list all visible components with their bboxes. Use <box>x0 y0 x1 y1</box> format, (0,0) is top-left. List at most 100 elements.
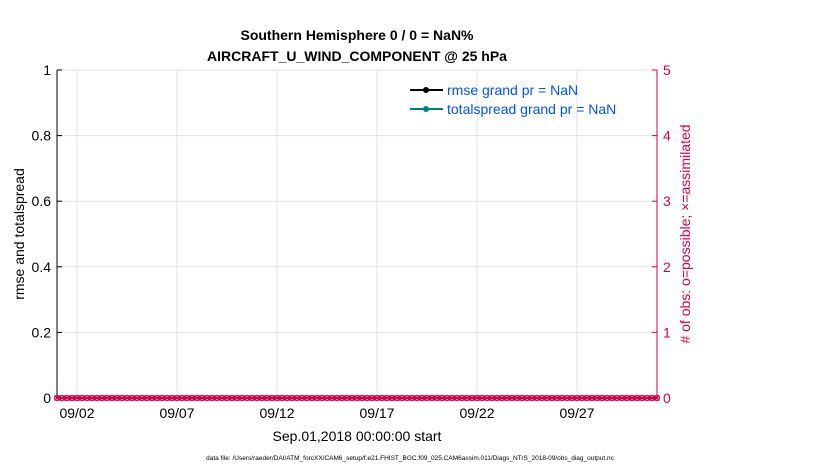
obs-assimilated-marker <box>404 395 410 401</box>
obs-assimilated-marker <box>189 395 195 401</box>
obs-assimilated-marker <box>584 395 590 401</box>
obs-assimilated-marker <box>234 395 240 401</box>
obs-assimilated-marker <box>354 395 360 401</box>
obs-assimilated-marker <box>509 395 515 401</box>
x-axis-label: Sep.01,2018 00:00:00 start <box>273 428 442 444</box>
legend-label-rmse: rmse grand pr = NaN <box>447 82 578 98</box>
obs-assimilated-marker <box>654 395 660 401</box>
x-tick-label: 09/17 <box>359 405 394 421</box>
obs-assimilated-marker <box>59 395 65 401</box>
obs-assimilated-marker <box>479 395 485 401</box>
obs-assimilated-marker <box>104 395 110 401</box>
obs-assimilated-marker <box>529 395 535 401</box>
obs-assimilated-marker <box>439 395 445 401</box>
obs-assimilated-marker <box>379 395 385 401</box>
grid <box>57 69 657 398</box>
obs-assimilated-marker <box>134 395 140 401</box>
x-tick-label: 09/12 <box>259 405 294 421</box>
plot-area <box>57 70 657 398</box>
obs-assimilated-marker <box>119 395 125 401</box>
x-tick-label: 09/22 <box>459 405 494 421</box>
obs-assimilated-marker <box>154 395 160 401</box>
obs-assimilated-marker <box>89 395 95 401</box>
obs-assimilated-marker <box>249 395 255 401</box>
obs-assimilated-marker <box>594 395 600 401</box>
legend: rmse grand pr = NaN totalspread grand pr… <box>410 82 616 117</box>
obs-assimilated-marker <box>204 395 210 401</box>
obs-assimilated-marker <box>244 395 250 401</box>
obs-assimilated-marker <box>484 395 490 401</box>
obs-assimilated-marker <box>99 395 105 401</box>
obs-assimilated-marker <box>304 395 310 401</box>
obs-assimilated-marker <box>544 395 550 401</box>
y-tick-label: 0.2 <box>32 324 52 340</box>
obs-assimilated-marker <box>519 395 525 401</box>
obs-assimilated-marker <box>649 395 655 401</box>
obs-assimilated-marker <box>454 395 460 401</box>
obs-assimilated-marker <box>459 395 465 401</box>
obs-assimilated-marker <box>94 395 100 401</box>
obs-assimilated-marker <box>604 395 610 401</box>
obs-assimilated-marker <box>149 395 155 401</box>
obs-assimilated-marker <box>194 395 200 401</box>
obs-assimilated-marker <box>449 395 455 401</box>
obs-assimilated-marker <box>474 395 480 401</box>
obs-assimilated-marker <box>309 395 315 401</box>
obs-assimilated-marker <box>209 395 215 401</box>
obs-assimilated-marker <box>504 395 510 401</box>
obs-assimilated-marker <box>279 395 285 401</box>
y2-tick-label: 1 <box>663 324 671 340</box>
obs-assimilated-marker <box>184 395 190 401</box>
obs-assimilated-marker <box>314 395 320 401</box>
obs-assimilated-marker <box>179 395 185 401</box>
obs-assimilated-marker <box>629 395 635 401</box>
obs-assimilated-marker <box>364 395 370 401</box>
obs-assimilated-marker <box>114 395 120 401</box>
obs-assimilated-marker <box>644 395 650 401</box>
y2-axis-label: # of obs: o=possible; ×=assimilated <box>677 124 693 343</box>
obs-assimilated-marker <box>339 395 345 401</box>
obs-assimilated-marker <box>614 395 620 401</box>
obs-assimilated-marker <box>264 395 270 401</box>
obs-assimilated-marker <box>139 395 145 401</box>
obs-assimilated-marker <box>499 395 505 401</box>
obs-assimilated-marker <box>109 395 115 401</box>
obs-assimilated-marker <box>324 395 330 401</box>
obs-assimilated-marker <box>289 395 295 401</box>
obs-assimilated-marker <box>599 395 605 401</box>
obs-assimilated-marker <box>334 395 340 401</box>
obs-markers <box>53 394 661 402</box>
obs-assimilated-marker <box>79 395 85 401</box>
y2-tick-label: 0 <box>663 390 671 406</box>
obs-assimilated-marker <box>424 395 430 401</box>
y2-tick-label: 3 <box>663 193 671 209</box>
obs-assimilated-marker <box>344 395 350 401</box>
obs-assimilated-marker <box>274 395 280 401</box>
obs-assimilated-marker <box>259 395 265 401</box>
obs-assimilated-marker <box>219 395 225 401</box>
obs-assimilated-marker <box>619 395 625 401</box>
obs-assimilated-marker <box>329 395 335 401</box>
obs-assimilated-marker <box>144 395 150 401</box>
x-tick-label: 09/07 <box>159 405 194 421</box>
obs-assimilated-marker <box>269 395 275 401</box>
legend-marker-totalspread <box>423 106 429 112</box>
obs-assimilated-marker <box>164 395 170 401</box>
obs-assimilated-marker <box>539 395 545 401</box>
obs-assimilated-marker <box>624 395 630 401</box>
obs-assimilated-marker <box>239 395 245 401</box>
obs-assimilated-marker <box>284 395 290 401</box>
obs-assimilated-marker <box>494 395 500 401</box>
y-axis-label: rmse and totalspread <box>11 168 27 300</box>
legend-label-totalspread: totalspread grand pr = NaN <box>447 101 616 117</box>
obs-assimilated-marker <box>359 395 365 401</box>
obs-assimilated-marker <box>124 395 130 401</box>
y2-tick-label: 4 <box>663 128 671 144</box>
obs-assimilated-marker <box>469 395 475 401</box>
obs-assimilated-marker <box>574 395 580 401</box>
obs-assimilated-marker <box>569 395 575 401</box>
obs-assimilated-marker <box>369 395 375 401</box>
obs-assimilated-marker <box>639 395 645 401</box>
y-tick-label: 0.4 <box>32 259 52 275</box>
obs-assimilated-marker <box>299 395 305 401</box>
